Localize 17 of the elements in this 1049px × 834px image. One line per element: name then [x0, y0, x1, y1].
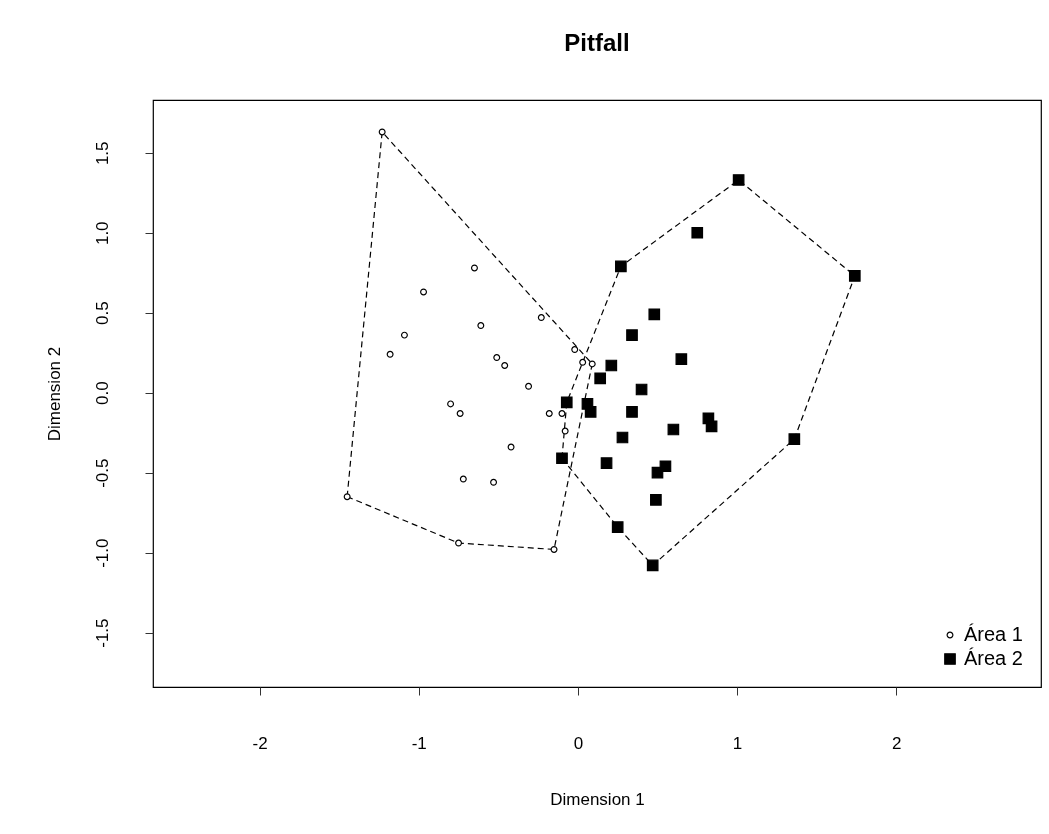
x-tick-label: -2 [252, 733, 268, 753]
chart-title: Pitfall [564, 29, 630, 56]
x-tick-label: -1 [411, 733, 427, 753]
y-tick-label: -1.0 [92, 538, 112, 568]
y-tick-label: 0.5 [92, 301, 112, 326]
y-tick-label: -0.5 [92, 458, 112, 488]
y-tick-label: 1.0 [92, 221, 112, 246]
y-tick-label: -1.5 [92, 618, 112, 648]
y-tick-label: 0.0 [92, 381, 112, 406]
y-tick-label: 1.5 [92, 141, 112, 166]
y-axis-title: Dimension 2 [44, 346, 64, 442]
legend-label: Área 1 [964, 623, 1023, 645]
x-tick-label: 2 [891, 733, 902, 753]
x-tick-label: 1 [732, 733, 743, 753]
legend-label: Área 2 [964, 647, 1023, 669]
x-axis-title: Dimension 1 [550, 789, 645, 809]
x-tick-label: 0 [573, 733, 584, 753]
